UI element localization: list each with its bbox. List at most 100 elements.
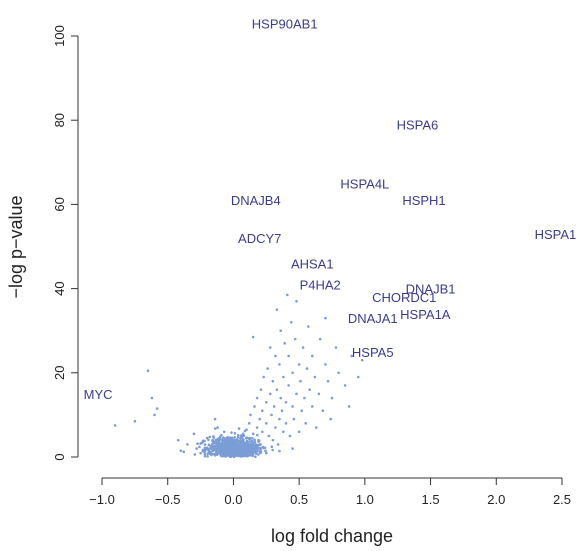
data-point: [268, 346, 272, 349]
data-point: [291, 447, 294, 450]
data-point: [239, 452, 242, 456]
data-point: [230, 431, 233, 434]
data-point: [207, 443, 211, 447]
data-point: [271, 438, 275, 442]
data-point: [251, 432, 255, 436]
data-point: [272, 405, 276, 408]
data-point: [113, 424, 117, 427]
x-tick-label: 0.5: [290, 492, 308, 507]
data-point: [226, 441, 230, 444]
data-point: [223, 448, 226, 451]
data-point: [232, 451, 236, 454]
data-point: [350, 354, 354, 358]
data-point: [211, 438, 215, 442]
x-tick-label: 2.5: [553, 492, 571, 507]
x-tick-label: −1.0: [89, 492, 115, 507]
data-point: [347, 405, 351, 408]
data-point: [259, 447, 262, 451]
data-point: [236, 447, 239, 450]
x-tick-label: 1.5: [422, 492, 440, 507]
data-point: [236, 433, 240, 437]
data-point: [253, 450, 257, 454]
data-point: [208, 452, 212, 456]
data-point: [213, 454, 217, 457]
data-point: [259, 388, 263, 391]
data-point: [207, 438, 210, 442]
data-point: [216, 451, 220, 455]
data-point: [243, 448, 247, 452]
data-point: [267, 434, 271, 438]
data-point: [216, 442, 220, 446]
data-point: [203, 443, 207, 446]
data-point: [205, 436, 209, 440]
data-point: [133, 419, 137, 423]
y-tick-label: 60: [52, 197, 67, 211]
data-point: [278, 449, 281, 453]
data-point: [291, 405, 294, 408]
x-axis-title: log fold change: [271, 526, 393, 546]
data-point: [240, 434, 244, 438]
data-point: [264, 451, 268, 455]
data-point: [239, 446, 243, 449]
data-point: [199, 451, 202, 455]
data-point: [307, 325, 310, 328]
data-point: [241, 439, 245, 442]
gene-label: HSPA1A: [400, 307, 451, 322]
gene-label: DNAJB1: [406, 282, 456, 297]
data-point: [282, 375, 285, 379]
data-point: [304, 422, 308, 425]
data-point: [193, 453, 197, 456]
data-point: [270, 445, 274, 449]
x-tick-label: 0.0: [224, 492, 242, 507]
data-point: [257, 439, 261, 442]
data-point: [255, 426, 259, 429]
data-point: [292, 417, 296, 421]
gene-label: HSPA6: [397, 117, 439, 132]
data-point: [255, 396, 259, 400]
gene-label: AHSA1: [291, 256, 334, 271]
data-point: [233, 440, 237, 444]
data-point: [247, 445, 250, 448]
data-point: [287, 384, 290, 387]
data-point: [229, 446, 232, 449]
data-point: [271, 379, 275, 383]
data-point: [295, 299, 298, 303]
data-point: [293, 337, 297, 341]
data-point: [230, 449, 234, 453]
data-point: [239, 437, 242, 440]
data-point: [192, 432, 196, 436]
data-point: [301, 346, 305, 349]
data-point: [242, 441, 245, 445]
data-point: [326, 379, 330, 383]
y-tick-label: 40: [52, 281, 67, 295]
data-point: [317, 392, 321, 396]
data-point: [212, 445, 216, 448]
data-point: [226, 452, 230, 456]
data-point: [249, 451, 253, 455]
data-point: [245, 441, 248, 445]
data-point: [186, 443, 189, 446]
data-point: [330, 396, 334, 400]
data-point: [295, 392, 298, 396]
data-point: [247, 422, 251, 425]
data-point: [289, 320, 293, 324]
data-point: [203, 454, 207, 458]
y-axis-ticks: 0 20 40 60 80 100: [52, 25, 78, 461]
gene-label: HSP90AB1: [252, 16, 318, 31]
data-point: [250, 442, 253, 446]
data-point: [247, 449, 250, 452]
data-point: [213, 427, 217, 430]
data-point: [237, 427, 241, 430]
data-point: [220, 438, 223, 442]
data-point: [233, 435, 237, 439]
data-point: [310, 354, 314, 358]
data-point: [225, 438, 228, 442]
data-point: [201, 439, 205, 443]
data-point: [153, 413, 156, 417]
data-point: [264, 422, 268, 425]
data-point: [222, 450, 226, 454]
gene-label: P4HA2: [300, 277, 341, 292]
data-point: [242, 446, 246, 449]
data-point: [222, 453, 226, 457]
gene-label: HSPH1: [402, 193, 445, 208]
